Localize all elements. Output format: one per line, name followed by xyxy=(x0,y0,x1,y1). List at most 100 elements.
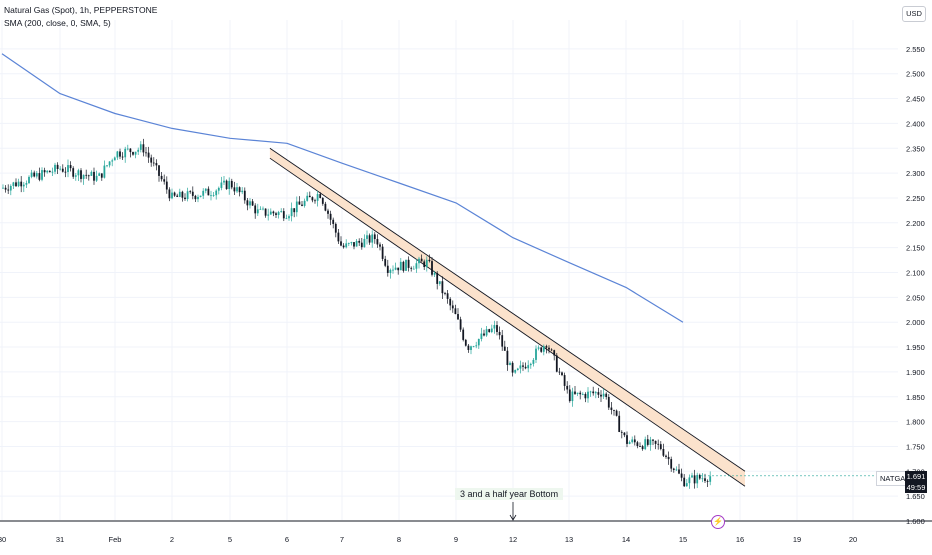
candle-down xyxy=(282,211,285,219)
candle-down xyxy=(610,407,613,410)
candle-up xyxy=(241,190,244,193)
candle-down xyxy=(7,189,10,191)
candle-up xyxy=(691,475,693,478)
y-tick-label: 1.750 xyxy=(906,442,925,451)
y-tick-label: 2.350 xyxy=(906,144,925,153)
candle-down xyxy=(142,144,145,153)
candle-up xyxy=(30,172,33,177)
candle-up xyxy=(709,476,712,482)
candle-up xyxy=(701,478,704,480)
candle-up xyxy=(28,176,30,184)
sma-layer xyxy=(1,53,684,323)
candle-down xyxy=(207,188,210,196)
candle-down xyxy=(342,245,345,248)
candle-down xyxy=(332,219,335,224)
channel-lower-line[interactable] xyxy=(269,157,746,487)
candle-down xyxy=(633,439,636,443)
y-tick-label: 1.900 xyxy=(906,368,925,377)
sma-line[interactable] xyxy=(1,53,684,323)
candle-down xyxy=(158,165,160,176)
x-tick-label: 8 xyxy=(397,535,401,544)
candle-down xyxy=(459,319,462,330)
candle-down xyxy=(20,181,23,187)
candle-up xyxy=(90,171,93,176)
candle-down xyxy=(511,362,514,373)
candle-down xyxy=(184,197,186,200)
currency-button[interactable]: USD xyxy=(902,6,926,22)
candle-up xyxy=(82,174,85,179)
candle-down xyxy=(540,347,543,352)
candle-down xyxy=(275,213,277,215)
candle-up xyxy=(509,362,511,366)
candle-down xyxy=(553,350,556,356)
candle-up xyxy=(316,194,319,201)
candle-up xyxy=(347,243,350,244)
candle-down xyxy=(620,431,623,433)
candle-up xyxy=(98,173,101,176)
candle-down xyxy=(243,190,246,201)
candle-up xyxy=(9,185,12,191)
x-tick-label: 7 xyxy=(340,535,344,544)
candle-down xyxy=(680,473,683,478)
symbol-title[interactable]: Natural Gas (Spot), 1h, PEPPERSTONE xyxy=(4,5,158,15)
candle-down xyxy=(38,173,41,180)
candle-down xyxy=(132,152,134,155)
candle-down xyxy=(129,148,132,153)
channel-layer xyxy=(269,147,746,487)
candle-down xyxy=(337,232,340,242)
candle-up xyxy=(519,365,522,369)
candle-down xyxy=(646,439,649,445)
candle-down xyxy=(176,195,179,197)
candle-up xyxy=(490,328,493,333)
candle-down xyxy=(43,170,46,173)
x-tick-label: 19 xyxy=(793,535,801,544)
candle-up xyxy=(412,268,415,270)
annotation-arrow-head xyxy=(509,514,517,521)
sma-indicator-label[interactable]: SMA (200, close, 0, SMA, 5) xyxy=(4,18,111,28)
candle-down xyxy=(496,325,498,332)
candle-up xyxy=(571,391,574,402)
channel-upper-line[interactable] xyxy=(269,147,746,472)
candle-down xyxy=(48,170,51,173)
candle-down xyxy=(358,240,361,243)
candle-up xyxy=(106,165,108,167)
candle-up xyxy=(186,191,189,200)
candle-down xyxy=(698,474,701,479)
candle-down xyxy=(410,267,413,269)
candle-up xyxy=(303,200,306,206)
bottom-annotation[interactable]: 3 and a half year Bottom xyxy=(455,488,564,500)
candle-up xyxy=(537,347,540,349)
candle-up xyxy=(197,196,199,200)
candle-up xyxy=(51,171,54,173)
x-tick-label: 30 xyxy=(0,535,6,544)
candle-up xyxy=(262,208,264,210)
candle-up xyxy=(111,160,114,162)
candle-up xyxy=(217,187,220,191)
candle-down xyxy=(191,191,194,196)
y-tick-label: 2.250 xyxy=(906,194,925,203)
candle-up xyxy=(644,439,647,450)
candle-down xyxy=(384,258,387,266)
candle-down xyxy=(160,175,163,180)
y-tick-label: 2.200 xyxy=(906,219,925,228)
candle-up xyxy=(17,181,20,187)
candle-down xyxy=(87,175,90,177)
candle-up xyxy=(171,192,173,199)
candle-up xyxy=(22,184,25,187)
candle-down xyxy=(462,329,465,340)
candle-down xyxy=(163,179,166,182)
candle-down xyxy=(597,392,600,395)
candle-up xyxy=(685,483,688,487)
y-tick-label: 2.000 xyxy=(906,318,925,327)
candle-down xyxy=(467,345,470,350)
candle-down xyxy=(189,191,192,193)
x-tick-label: 31 xyxy=(56,535,64,544)
y-tick-label: 2.400 xyxy=(906,119,925,128)
candle-up xyxy=(355,240,358,247)
lightning-icon[interactable]: ⚡ xyxy=(711,515,725,529)
candle-down xyxy=(639,446,641,447)
candle-down xyxy=(225,180,228,190)
candle-up xyxy=(696,474,699,484)
